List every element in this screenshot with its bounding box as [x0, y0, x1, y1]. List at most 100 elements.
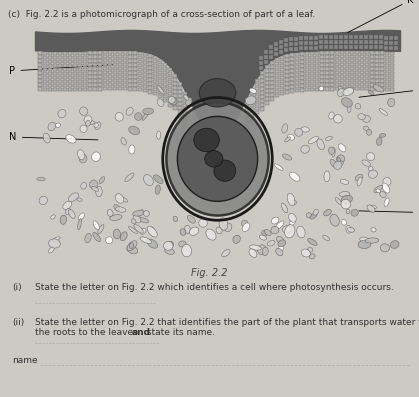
Bar [113, 87, 117, 90]
Bar [295, 65, 299, 68]
Bar [113, 71, 117, 74]
Bar [389, 41, 393, 45]
Ellipse shape [115, 112, 123, 121]
Bar [345, 71, 349, 74]
Ellipse shape [184, 95, 189, 100]
Ellipse shape [184, 225, 190, 233]
Bar [63, 64, 67, 67]
Bar [375, 63, 379, 67]
Bar [183, 124, 187, 127]
Bar [88, 71, 92, 75]
Bar [389, 46, 393, 50]
Bar [38, 52, 42, 55]
Ellipse shape [205, 150, 223, 167]
Bar [360, 55, 364, 58]
Bar [108, 67, 112, 70]
Ellipse shape [139, 218, 149, 223]
Bar [305, 80, 309, 83]
Bar [275, 62, 279, 66]
Bar [183, 112, 187, 115]
Bar [280, 84, 284, 87]
Bar [354, 35, 358, 39]
Bar [148, 78, 152, 81]
Ellipse shape [330, 214, 339, 226]
Ellipse shape [168, 96, 175, 103]
Ellipse shape [85, 120, 91, 126]
Bar [374, 40, 378, 44]
Ellipse shape [138, 209, 143, 217]
Bar [270, 69, 274, 73]
Bar [325, 51, 328, 55]
Bar [345, 55, 349, 58]
Bar [340, 67, 344, 70]
Ellipse shape [134, 225, 143, 233]
Bar [310, 72, 314, 75]
Bar [350, 67, 354, 70]
Bar [360, 35, 363, 39]
Bar [53, 88, 57, 91]
Ellipse shape [368, 167, 373, 171]
Bar [295, 85, 299, 88]
Bar [305, 56, 309, 60]
Bar [334, 45, 338, 49]
Bar [103, 79, 107, 83]
Bar [250, 116, 253, 119]
Ellipse shape [140, 228, 146, 234]
Bar [365, 55, 369, 58]
Bar [379, 40, 383, 44]
Bar [138, 52, 142, 56]
Bar [255, 87, 259, 90]
Bar [330, 87, 334, 91]
Bar [103, 83, 107, 87]
Ellipse shape [147, 226, 157, 237]
Ellipse shape [120, 197, 128, 202]
Bar [128, 79, 132, 83]
Bar [345, 63, 349, 66]
Bar [255, 111, 259, 114]
Bar [340, 75, 344, 78]
Bar [265, 81, 269, 85]
Text: M: M [359, 208, 419, 218]
Bar [108, 63, 112, 66]
Bar [88, 75, 92, 79]
Bar [270, 81, 274, 85]
Ellipse shape [323, 235, 330, 241]
Bar [68, 80, 72, 83]
Ellipse shape [157, 99, 164, 106]
Bar [290, 73, 294, 77]
Bar [138, 88, 142, 91]
Ellipse shape [279, 245, 284, 251]
Bar [369, 35, 373, 39]
Bar [43, 71, 47, 75]
Text: State the letter on Fig. 2.2 that identifies the part of the plant that transpor: State the letter on Fig. 2.2 that identi… [35, 318, 419, 327]
Ellipse shape [319, 86, 323, 91]
Ellipse shape [271, 226, 279, 234]
Ellipse shape [373, 85, 383, 92]
Ellipse shape [301, 145, 309, 153]
Ellipse shape [391, 241, 399, 249]
Bar [265, 73, 269, 77]
Bar [128, 67, 132, 71]
Bar [344, 40, 348, 44]
Bar [178, 106, 182, 110]
Bar [78, 60, 82, 63]
Ellipse shape [343, 88, 354, 96]
Bar [183, 108, 187, 111]
Bar [68, 76, 72, 79]
Text: state its name.: state its name. [144, 328, 215, 337]
Bar [163, 91, 167, 94]
Bar [133, 71, 137, 75]
Bar [163, 75, 167, 78]
Ellipse shape [274, 164, 283, 170]
Bar [345, 75, 349, 78]
Bar [143, 73, 147, 76]
Bar [260, 103, 264, 107]
Bar [68, 72, 72, 75]
Ellipse shape [346, 225, 351, 233]
Bar [279, 50, 283, 54]
Bar [325, 67, 328, 71]
Bar [365, 63, 369, 66]
Bar [315, 71, 319, 75]
Ellipse shape [81, 183, 87, 189]
Bar [309, 41, 313, 45]
